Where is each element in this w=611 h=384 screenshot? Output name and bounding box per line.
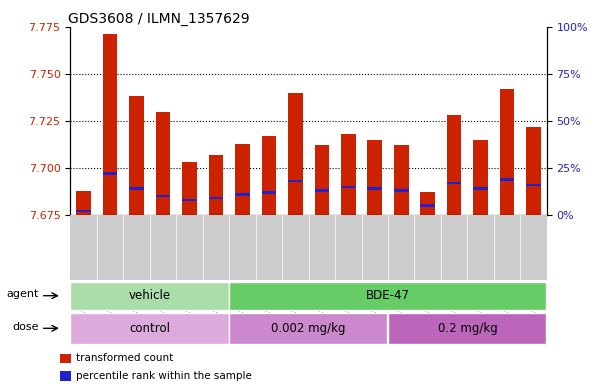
Bar [262,136,276,215]
Bar [60,354,71,363]
Text: 0.002 mg/kg: 0.002 mg/kg [271,322,346,335]
Bar [447,115,461,215]
Bar [367,187,382,190]
Bar [315,189,329,192]
Bar [388,313,546,344]
Bar [182,199,197,201]
Bar [500,89,514,215]
Bar [235,193,250,195]
Text: 0.2 mg/kg: 0.2 mg/kg [437,322,497,335]
Bar [70,282,229,310]
Bar [76,210,91,212]
Bar [156,195,170,197]
Bar [129,96,144,215]
Bar [229,313,387,344]
Bar [474,140,488,215]
Bar [103,35,117,215]
Bar [103,172,117,175]
Bar [526,184,541,186]
Bar [129,187,144,190]
Bar [315,146,329,215]
Bar [208,155,223,215]
Bar [500,178,514,180]
Text: BDE-47: BDE-47 [366,289,410,302]
Text: agent: agent [6,289,38,299]
Bar [229,282,546,310]
Text: transformed count: transformed count [76,353,173,363]
Bar [262,191,276,194]
Bar [474,187,488,190]
Bar [394,189,409,192]
Bar [341,185,356,188]
Text: control: control [129,322,170,335]
Bar [70,313,229,344]
Text: dose: dose [12,321,38,332]
Bar [526,127,541,215]
Bar [288,93,302,215]
Bar [235,144,250,215]
Bar [288,180,302,182]
Bar [76,190,91,215]
Bar [447,182,461,184]
Text: GDS3608 / ILMN_1357629: GDS3608 / ILMN_1357629 [68,12,249,26]
Bar [208,197,223,199]
Bar [60,371,71,381]
Bar [367,140,382,215]
Bar [420,192,435,215]
Bar [420,204,435,207]
Bar [341,134,356,215]
Text: vehicle: vehicle [129,289,170,302]
Text: percentile rank within the sample: percentile rank within the sample [76,371,252,381]
Bar [394,146,409,215]
Bar [182,162,197,215]
Bar [156,112,170,215]
